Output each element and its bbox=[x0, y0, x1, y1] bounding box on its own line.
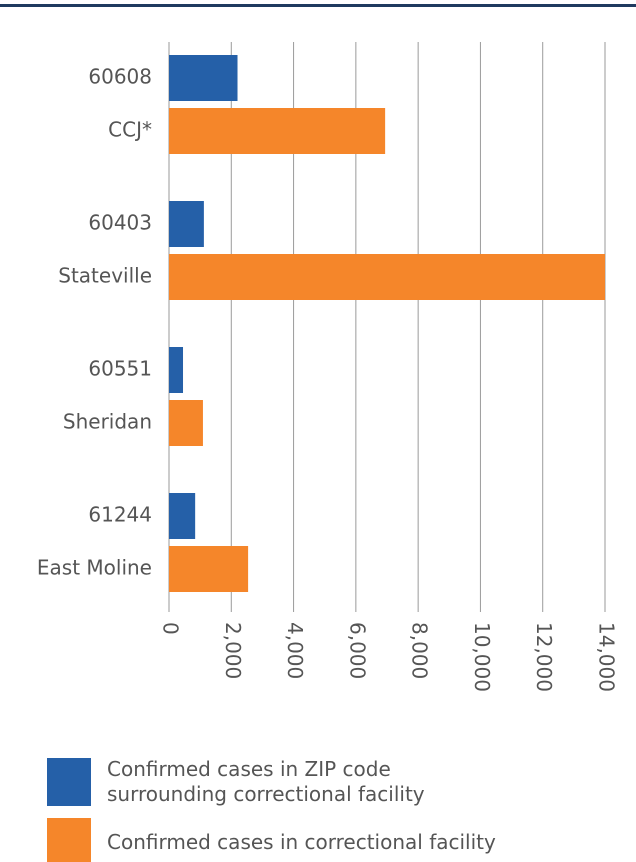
bar bbox=[169, 254, 605, 300]
bar bbox=[169, 108, 386, 154]
legend-label: Confirmed cases in ZIP code surrounding … bbox=[107, 757, 425, 806]
y-tick-label: East Moline bbox=[37, 556, 152, 580]
bar bbox=[169, 347, 184, 393]
x-tick-label: 12,000 bbox=[532, 622, 556, 692]
y-tick-label: 60551 bbox=[88, 357, 152, 381]
chart: 0 2,000 4,000 6,000 8,000 10,000 12,000 14,000 6… bbox=[0, 4, 636, 692]
x-tick-label: 4,000 bbox=[283, 622, 307, 679]
x-tick-label: 8,000 bbox=[408, 622, 432, 679]
x-tick-label: 14,000 bbox=[595, 622, 619, 692]
x-tick-label: 6,000 bbox=[345, 622, 369, 679]
y-tick-label: Stateville bbox=[58, 264, 152, 288]
y-tick-label: 61244 bbox=[88, 503, 152, 527]
legend-label: Confirmed cases in correctional facility bbox=[107, 829, 496, 854]
bar bbox=[169, 493, 196, 539]
legend-swatch bbox=[47, 758, 91, 806]
x-tick-label: 10,000 bbox=[470, 622, 494, 692]
bar bbox=[169, 400, 203, 446]
legend-swatch bbox=[47, 818, 91, 862]
y-tick-label: 60608 bbox=[88, 65, 152, 89]
legend-item: Confirmed cases in correctional facility bbox=[47, 818, 496, 862]
bar bbox=[169, 55, 238, 101]
bar bbox=[169, 201, 204, 247]
y-tick-label: CCJ* bbox=[108, 118, 152, 142]
y-tick-label: 60403 bbox=[88, 211, 152, 235]
y-tick-label: Sheridan bbox=[63, 410, 152, 434]
x-tick-label: 0 bbox=[159, 622, 183, 635]
top-rule bbox=[0, 4, 636, 7]
bar bbox=[169, 546, 249, 592]
x-tick-label: 2,000 bbox=[221, 622, 245, 679]
legend-item: Confirmed cases in ZIP code surrounding … bbox=[47, 757, 497, 807]
